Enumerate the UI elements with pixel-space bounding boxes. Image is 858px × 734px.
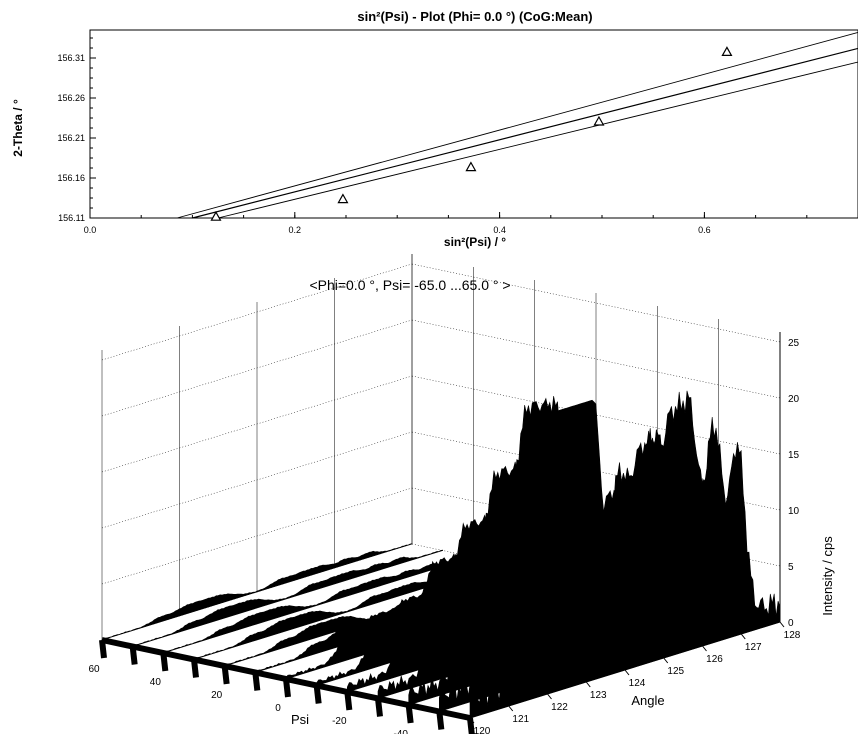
chart2-angle-axis xyxy=(469,621,781,719)
chart2-title: <Phi=0.0 °, Psi= -65.0 ...65.0 ° > xyxy=(309,277,510,293)
chart2-series-trace xyxy=(101,543,413,641)
chart2-angle-tick: 124 xyxy=(629,678,646,689)
sin2psi-chart: sin²(Psi) - Plot (Phi= 0.0 °) (CoG:Mean)… xyxy=(11,9,858,249)
chart2-series-trace xyxy=(132,549,444,647)
chart2-side-gridline xyxy=(101,431,413,529)
chart2-intensity-tick: 0 xyxy=(788,618,794,629)
chart2-series-floor-mark xyxy=(160,652,169,672)
chart2-series-trace xyxy=(224,569,536,667)
chart2-series-floor-mark xyxy=(191,659,199,678)
chart2-psi-tick: 20 xyxy=(211,690,223,701)
chart2-series-floor-mark xyxy=(129,646,138,665)
chart2-zlabel: Intensity / cps xyxy=(820,536,835,616)
chart1-xlabel: sin²(Psi) / ° xyxy=(444,235,506,249)
chart2-series-floor-mark xyxy=(405,704,414,724)
chart2-back-gridline xyxy=(411,543,781,623)
chart2-angle-tick-mark xyxy=(740,633,746,640)
chart2-series-trace xyxy=(408,461,720,706)
chart1-data-point xyxy=(721,46,733,57)
chart1-ylabel: 2-Theta / ° xyxy=(11,99,25,157)
chart1-xtick-label: 0.6 xyxy=(698,225,711,235)
chart2-intensity-tick: 10 xyxy=(788,506,800,517)
chart1-lower-line xyxy=(217,61,858,219)
chart2-side-gridline xyxy=(101,319,413,417)
chart2-series-floor-mark xyxy=(221,665,230,685)
chart2-angle-tick: 126 xyxy=(706,654,723,665)
chart1-data-point xyxy=(465,161,477,172)
chart1-data-point xyxy=(210,210,222,221)
chart2-angle-tick-mark xyxy=(702,645,707,652)
chart2-series-floor-mark xyxy=(344,691,353,711)
chart2-side-gridline xyxy=(101,487,413,585)
chart2-series-floor-mark xyxy=(375,698,383,717)
chart2-intensity-tick: 15 xyxy=(788,450,800,461)
chart2-series-trace xyxy=(285,574,597,680)
chart2-series-trace xyxy=(377,513,689,699)
chart1-ytick-label: 156.31 xyxy=(57,53,85,63)
chart1-ytick-label: 156.16 xyxy=(57,173,85,183)
chart2-psi-tick: 0 xyxy=(275,703,281,714)
chart2-angle-tick-mark xyxy=(585,681,591,688)
chart2-back-gridline xyxy=(411,319,781,399)
chart2-series-trace xyxy=(346,545,658,693)
chart2-angle-tick-mark xyxy=(508,705,514,712)
chart2-back-gridline xyxy=(411,375,781,455)
chart2-angle-tick: 128 xyxy=(784,630,801,641)
chart1-fit-line xyxy=(192,47,858,219)
chart2-back-gridline xyxy=(411,487,781,567)
chart2-psi-tick: -20 xyxy=(332,716,347,727)
chart2-side-gridline xyxy=(101,263,413,361)
chart2-series-floor-mark xyxy=(283,678,291,698)
chart2-angle-tick-mark xyxy=(663,657,669,664)
chart1-xtick-label: 0.4 xyxy=(493,225,506,235)
chart2-series-floor-mark xyxy=(313,685,322,704)
chart2-angle-tick-mark xyxy=(624,669,630,676)
chart2-angle-tick: 121 xyxy=(512,714,529,725)
chart2-series-floor-mark xyxy=(99,639,107,659)
chart2-intensity-tick: 20 xyxy=(788,394,800,405)
chart2-side-gridline xyxy=(101,375,413,473)
chart2-back-gridline xyxy=(411,263,781,343)
chart2-angle-tick: 125 xyxy=(667,666,684,677)
chart2-back-gridline xyxy=(411,431,781,511)
chart1-xtick-label: 0.2 xyxy=(289,225,302,235)
chart2-psi-axis xyxy=(101,637,471,721)
chart2-xlabel: Psi xyxy=(291,712,309,727)
chart1-plot-area xyxy=(89,29,858,219)
chart2-series-floor-mark xyxy=(467,717,475,734)
chart2-series-floor-mark xyxy=(252,672,261,691)
chart1-data-point xyxy=(593,115,605,126)
chart2-angle-tick-mark xyxy=(779,621,785,628)
chart2-series-floor-mark xyxy=(436,711,445,730)
chart2-intensity-tick: 25 xyxy=(788,338,800,349)
chart1-ytick-label: 156.21 xyxy=(57,133,85,143)
chart2-angle-tick: 127 xyxy=(745,642,762,653)
chart1-upper-line xyxy=(176,31,858,219)
chart2-angle-tick: 122 xyxy=(551,702,568,713)
chart2-ylabel: Angle xyxy=(631,693,664,708)
chart2-series-trace xyxy=(316,568,628,686)
chart2-series-trace xyxy=(469,390,781,719)
chart2-angle-tick-mark xyxy=(547,693,552,700)
chart2-angle-tick: 120 xyxy=(474,726,491,734)
chart2-series-trace xyxy=(438,396,750,712)
chart2-psi-tick: 60 xyxy=(88,664,100,675)
chart2-psi-tick: 40 xyxy=(150,677,162,688)
chart1-ytick-label: 156.11 xyxy=(58,213,85,223)
chart2-psi-tick: -40 xyxy=(393,729,408,734)
chart2-series-trace xyxy=(193,562,505,660)
chart1-title: sin²(Psi) - Plot (Phi= 0.0 °) (CoG:Mean) xyxy=(357,9,592,24)
chart2-series-trace xyxy=(255,575,566,673)
chart1-xtick-label: 0.0 xyxy=(84,225,97,235)
chart2-angle-tick-mark xyxy=(469,717,475,724)
chart2-series-trace xyxy=(163,556,474,654)
chart1-ytick-label: 156.26 xyxy=(57,93,85,103)
chart1-data-point xyxy=(337,193,349,204)
chart2-angle-tick: 123 xyxy=(590,690,607,701)
chart2-intensity-tick: 5 xyxy=(788,562,794,573)
chart2-side-gridline xyxy=(101,543,413,641)
